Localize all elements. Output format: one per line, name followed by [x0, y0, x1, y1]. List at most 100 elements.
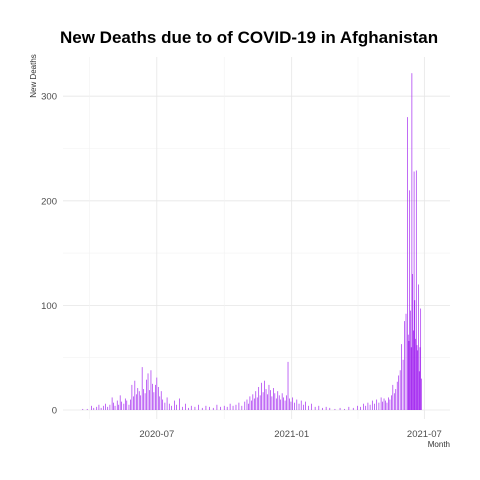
- bar: [100, 407, 102, 410]
- bar: [318, 405, 320, 410]
- y-tick-label: 100: [41, 301, 57, 312]
- bar: [107, 406, 109, 410]
- bar: [294, 402, 295, 410]
- bar: [270, 390, 271, 410]
- bar: [278, 395, 280, 410]
- bar: [352, 407, 354, 410]
- bar: [277, 391, 279, 410]
- bar: [119, 395, 121, 410]
- bar: [171, 405, 172, 410]
- bar: [380, 397, 382, 410]
- bar: [369, 404, 371, 410]
- bar: [249, 396, 251, 410]
- bar: [300, 400, 302, 410]
- bar: [329, 407, 331, 410]
- bar: [159, 396, 161, 410]
- chart-title: New Deaths due to of COVID-19 in Afghani…: [60, 28, 438, 47]
- grid: [63, 57, 450, 419]
- x-tick-label: 2021-07: [407, 429, 442, 440]
- bar: [251, 400, 252, 410]
- bar: [418, 371, 420, 410]
- bar: [404, 321, 405, 410]
- bar: [141, 367, 143, 410]
- bar: [262, 392, 264, 410]
- bar: [235, 404, 237, 410]
- x-tick-label: 2020-07: [139, 429, 174, 440]
- bar: [93, 407, 95, 410]
- bar: [188, 407, 189, 410]
- bar: [374, 403, 375, 410]
- bar: [252, 394, 254, 410]
- bar: [396, 381, 398, 410]
- bar: [143, 389, 144, 410]
- x-axis-ticks: 2020-07 2021-01 2021-07: [139, 429, 441, 440]
- bar: [273, 388, 274, 410]
- bar: [146, 379, 147, 410]
- bar: [284, 400, 286, 410]
- bar: [155, 384, 156, 410]
- bar: [209, 406, 210, 410]
- bar: [96, 406, 98, 410]
- bar: [290, 401, 292, 410]
- bar: [363, 403, 364, 410]
- bar: [287, 361, 289, 410]
- bar: [147, 373, 149, 410]
- bar: [138, 391, 140, 410]
- bar: [314, 406, 316, 410]
- bar: [256, 397, 258, 410]
- bar: [395, 389, 397, 410]
- bar: [393, 393, 395, 410]
- bar: [176, 404, 177, 410]
- x-axis-title: Month: [428, 440, 450, 449]
- bar: [388, 397, 389, 410]
- bar: [157, 386, 159, 410]
- bar: [133, 396, 134, 410]
- bar: [201, 407, 203, 410]
- bar: [401, 344, 402, 410]
- bar: [205, 405, 207, 410]
- bar: [420, 308, 422, 410]
- bar: [216, 404, 218, 410]
- bar: [280, 399, 282, 410]
- bar: [134, 380, 136, 410]
- bar: [412, 274, 413, 410]
- x-tick-label: 2021-01: [274, 429, 309, 440]
- bar: [398, 375, 400, 410]
- bar: [360, 406, 361, 410]
- bar: [82, 408, 84, 410]
- bar: [153, 392, 155, 410]
- bar: [232, 405, 234, 410]
- bar: [160, 391, 162, 410]
- y-axis-title: New Deaths: [29, 54, 38, 98]
- bar: [303, 404, 304, 410]
- bar: [241, 405, 243, 410]
- bar: [376, 399, 378, 410]
- bar: [135, 394, 137, 410]
- bar: [268, 384, 270, 410]
- bar: [130, 399, 131, 410]
- bar: [415, 170, 417, 410]
- bar: [402, 359, 404, 410]
- bar: [220, 406, 221, 410]
- bar: [391, 395, 392, 410]
- bar: [111, 397, 113, 410]
- bar: [91, 405, 92, 410]
- bars: [82, 73, 422, 411]
- bar: [162, 399, 164, 410]
- bar: [413, 171, 415, 410]
- bar: [385, 400, 386, 410]
- bar: [137, 388, 139, 410]
- bar: [383, 398, 385, 410]
- bar: [386, 402, 388, 410]
- bar: [308, 405, 309, 410]
- bar: [264, 380, 265, 410]
- bar: [348, 406, 350, 410]
- bar: [408, 340, 410, 410]
- bar: [410, 310, 411, 410]
- bar: [182, 406, 183, 410]
- bar: [298, 403, 300, 410]
- bar: [198, 404, 199, 410]
- bar: [229, 403, 231, 410]
- bar: [144, 393, 146, 410]
- bar: [415, 338, 416, 410]
